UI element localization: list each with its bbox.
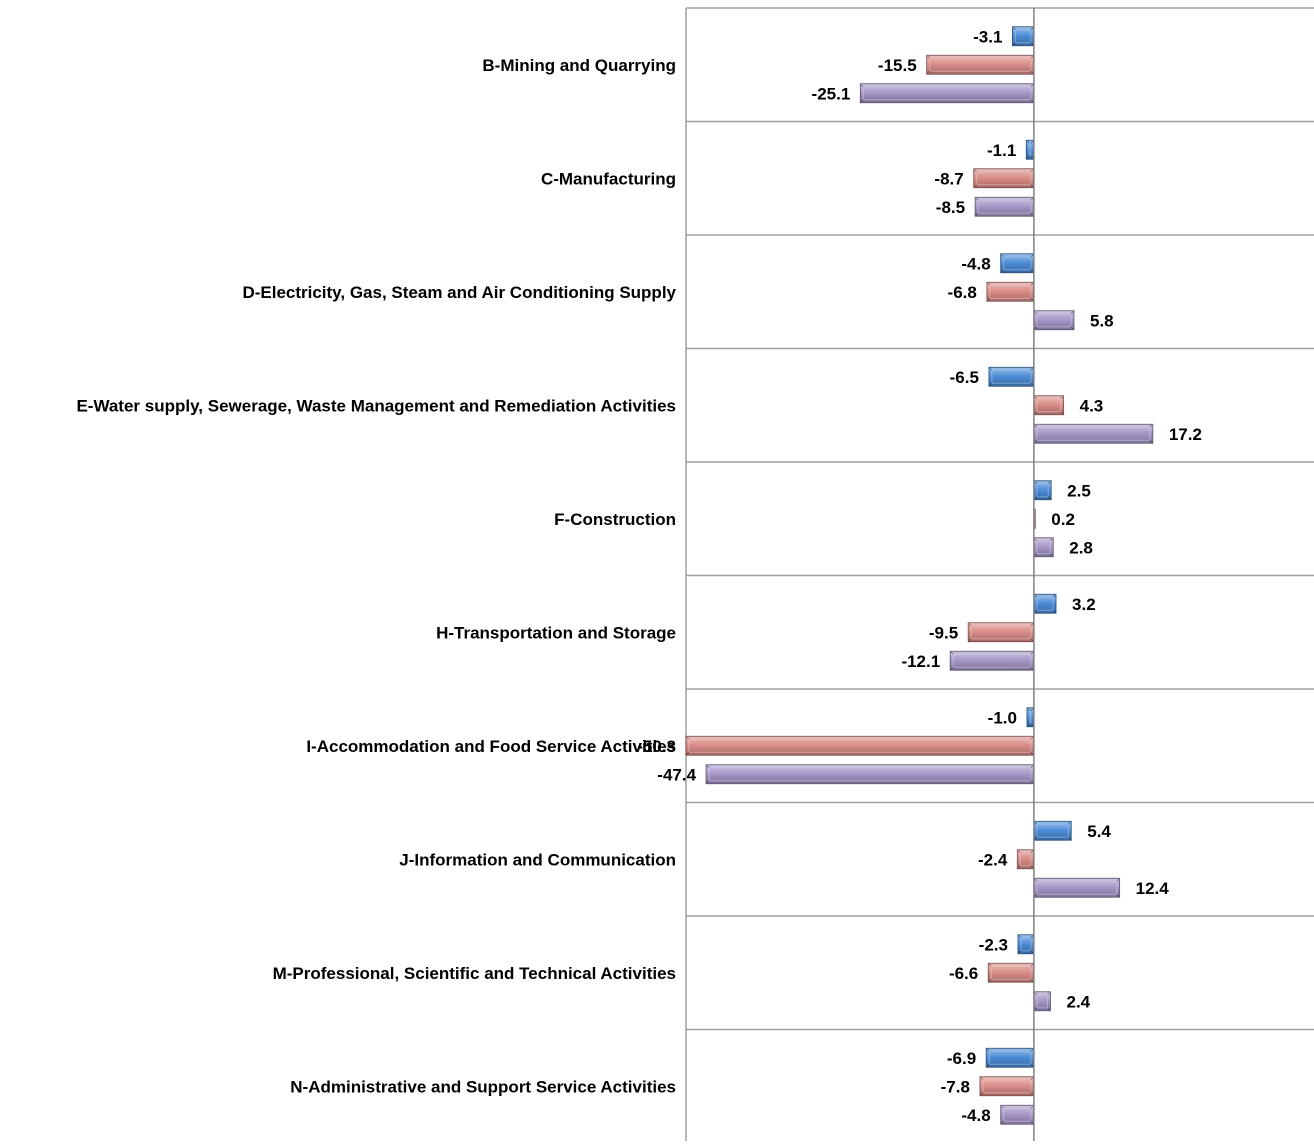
- data-label: 17.2: [1169, 425, 1202, 444]
- bar: [1000, 1104, 1035, 1125]
- bar: [985, 1047, 1035, 1068]
- bar: [1033, 537, 1054, 558]
- data-label: -1.0: [988, 708, 1017, 727]
- data-label: -4.8: [961, 1106, 990, 1125]
- category-label: F-Construction: [554, 510, 676, 529]
- category-label: M-Professional, Scientific and Technical…: [273, 964, 676, 983]
- bar: [1033, 310, 1075, 331]
- data-label: -6.8: [948, 283, 977, 302]
- data-label: 5.4: [1087, 822, 1111, 841]
- data-label: -7.8: [941, 1077, 970, 1096]
- bar: [1033, 877, 1121, 898]
- data-labels: -3.1 -15.5 -25.1 -1.1 -8.7 -8.5 -4.8 -6.8 5.8 -6.…: [637, 27, 1202, 1125]
- bar: [1033, 991, 1051, 1012]
- category-label: J-Information and Communication: [399, 850, 676, 869]
- data-label: -8.5: [936, 198, 965, 217]
- data-label: 2.8: [1069, 538, 1093, 557]
- data-label: -6.6: [949, 964, 978, 983]
- bar: [1012, 26, 1035, 47]
- bars: [685, 8, 1154, 1141]
- bar: [1033, 480, 1052, 501]
- data-label: -25.1: [812, 84, 851, 103]
- bar: [1033, 395, 1065, 416]
- bar: [987, 962, 1035, 983]
- data-label: 0.2: [1051, 510, 1075, 529]
- bar: [1025, 139, 1035, 160]
- category-labels: B-Mining and Quarrying C-Manufacturing D-E…: [76, 56, 676, 1097]
- bar: [926, 54, 1035, 75]
- category-label: B-Mining and Quarrying: [482, 56, 676, 75]
- bar: [988, 366, 1035, 387]
- data-label: -50.3: [637, 737, 676, 756]
- data-label: -15.5: [878, 56, 917, 75]
- bar: [1017, 934, 1035, 955]
- bar: [979, 1076, 1035, 1097]
- data-label: -47.4: [657, 765, 696, 784]
- bar: [949, 650, 1035, 671]
- data-label: 3.2: [1072, 595, 1096, 614]
- data-label: -9.5: [929, 623, 958, 642]
- bar: [1026, 707, 1035, 728]
- bar: [685, 735, 1035, 756]
- category-label: D-Electricity, Gas, Steam and Air Condit…: [242, 283, 676, 302]
- category-label: I-Accommodation and Food Service Activit…: [306, 737, 676, 756]
- bar: [1033, 820, 1072, 841]
- data-label: 12.4: [1136, 879, 1170, 898]
- bar: [859, 83, 1035, 104]
- bar: [1016, 849, 1035, 870]
- bar: [1033, 593, 1057, 614]
- data-label: 4.3: [1080, 396, 1104, 415]
- bar: [974, 196, 1035, 217]
- category-label: E-Water supply, Sewerage, Waste Manageme…: [76, 396, 676, 415]
- category-label: C-Manufacturing: [541, 169, 676, 188]
- category-label: N-Administrative and Support Service Act…: [290, 1077, 676, 1096]
- data-label: -6.5: [950, 368, 979, 387]
- data-label: -3.1: [973, 27, 1002, 46]
- bar: [973, 168, 1035, 189]
- data-label: -2.3: [979, 935, 1008, 954]
- bar: [986, 281, 1035, 302]
- bar: [1033, 423, 1154, 444]
- bar: [705, 764, 1035, 785]
- bar: [1000, 253, 1035, 274]
- gridlines: [685, 7, 1314, 1146]
- data-label: -2.4: [978, 850, 1008, 869]
- data-label: -6.9: [947, 1049, 976, 1068]
- bar: [967, 622, 1035, 643]
- category-label: H-Transportation and Storage: [436, 623, 676, 642]
- data-label: -1.1: [987, 141, 1016, 160]
- data-label: -12.1: [901, 652, 940, 671]
- data-label: 5.8: [1090, 311, 1114, 330]
- data-label: 2.5: [1067, 481, 1091, 500]
- data-label: -4.8: [961, 254, 990, 273]
- data-label: -8.7: [934, 169, 963, 188]
- data-label: 2.4: [1066, 992, 1090, 1011]
